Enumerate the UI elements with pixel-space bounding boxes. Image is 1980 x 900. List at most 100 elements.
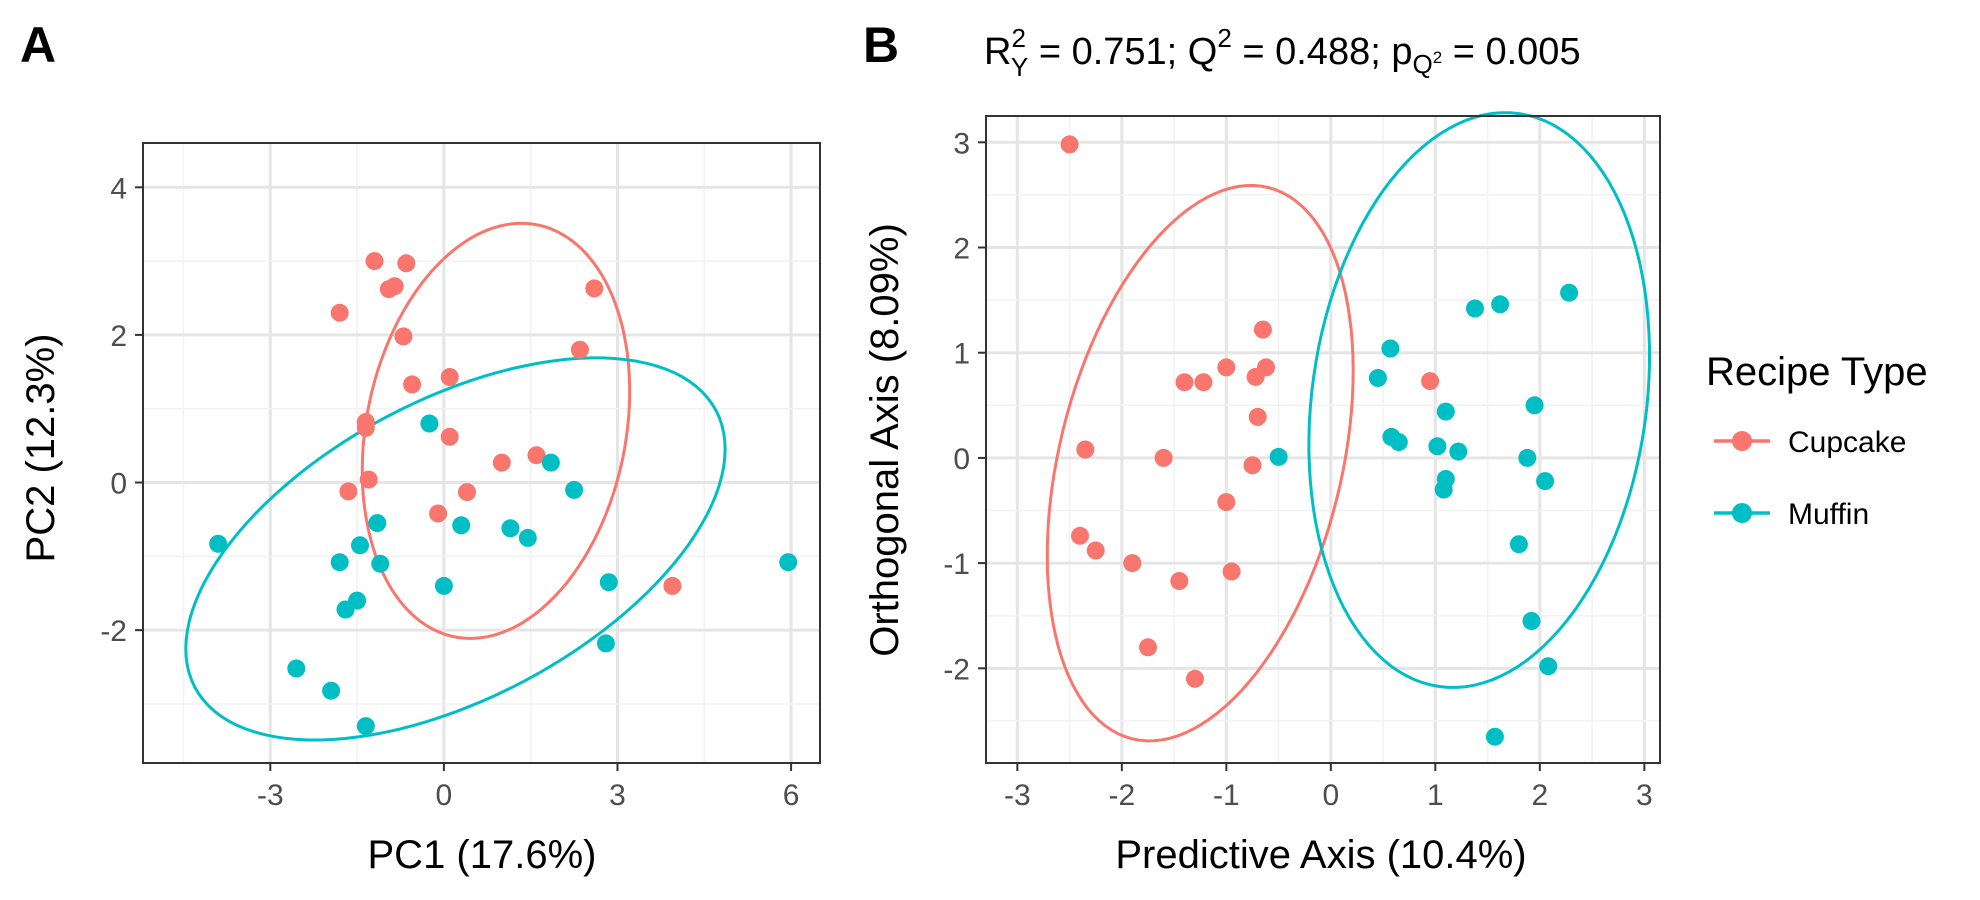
panel-b-point-cupcake bbox=[1253, 320, 1272, 339]
panel-b-x-tick-label: 0 bbox=[1322, 779, 1339, 812]
stats-p-sub-base: Q bbox=[1412, 49, 1432, 79]
panel-b-point-muffin bbox=[1466, 299, 1484, 318]
panel-b-point-cupcake bbox=[1243, 456, 1262, 475]
stats-p-sub-sup: 2 bbox=[1433, 48, 1442, 67]
panel-b-point-cupcake bbox=[1246, 367, 1265, 386]
stats-p-base: p bbox=[1391, 31, 1412, 73]
panel-b-point-muffin bbox=[1368, 369, 1387, 387]
panel-a-border bbox=[142, 142, 821, 764]
panel-b-x-tick-label: -2 bbox=[1109, 779, 1136, 812]
panel-b-grid bbox=[986, 116, 1660, 763]
stats-r-sup: 2 bbox=[1011, 23, 1025, 53]
panel-a-x-axis-title: PC1 (17.6%) bbox=[368, 833, 597, 877]
panel-b-letter: B bbox=[863, 17, 899, 73]
panel-b-point-muffin bbox=[1509, 535, 1528, 554]
panel-b-point-muffin bbox=[1269, 447, 1288, 466]
panel-b-points bbox=[1060, 135, 1579, 746]
panel-a-letter: A bbox=[20, 17, 56, 73]
panel-b-point-muffin bbox=[1389, 433, 1408, 452]
panel-b-point-muffin bbox=[1428, 437, 1447, 456]
panel-b-point-cupcake bbox=[1248, 407, 1267, 426]
panel-a-point-cupcake bbox=[585, 279, 604, 298]
panel-a-point-cupcake bbox=[570, 340, 589, 359]
panel-a-point-cupcake bbox=[356, 418, 375, 437]
panel-a-point-cupcake bbox=[458, 483, 476, 502]
panel-a-y-tick-label: 2 bbox=[110, 320, 127, 353]
legend-key-dot-cupcake bbox=[1732, 431, 1752, 451]
panel-a-ticks: -3 0 3 6 -2 0 2 4 bbox=[100, 172, 799, 812]
panel-a-x-tick-label: 0 bbox=[436, 779, 453, 812]
panel-a-point-muffin bbox=[452, 516, 471, 535]
legend-item-muffin: Muffin bbox=[1714, 498, 1869, 531]
panel-a-point-muffin bbox=[420, 414, 439, 433]
panel-b-point-cupcake bbox=[1170, 572, 1189, 590]
panel-a-grid bbox=[143, 143, 820, 763]
panel-b-point-cupcake bbox=[1060, 135, 1079, 154]
panel-b-point-cupcake bbox=[1217, 358, 1236, 377]
panel-a-point-muffin bbox=[779, 553, 798, 572]
panel-a-point-muffin bbox=[501, 519, 520, 538]
panel-a-x-tick-label: 6 bbox=[783, 779, 800, 812]
legend-label-muffin: Muffin bbox=[1788, 498, 1869, 531]
legend: Recipe Type Cupcake Muffin bbox=[1706, 350, 1928, 531]
legend-label-cupcake: Cupcake bbox=[1788, 426, 1906, 459]
panel-a-ellipses bbox=[184, 221, 727, 742]
panel-a-point-cupcake bbox=[440, 368, 459, 386]
panel-a-point-muffin bbox=[209, 534, 228, 553]
panel-b-point-cupcake bbox=[1194, 373, 1213, 392]
panel-b-point-muffin bbox=[1485, 727, 1504, 746]
panel-b-y-tick-label: 1 bbox=[953, 338, 970, 371]
panel-b-point-muffin bbox=[1381, 339, 1400, 358]
panel-b-point-cupcake bbox=[1123, 554, 1142, 573]
panel-a-point-muffin bbox=[541, 453, 560, 472]
panel-b-x-tick-label: 2 bbox=[1531, 779, 1548, 812]
panel-b-point-cupcake bbox=[1175, 373, 1194, 392]
panel-a-point-muffin bbox=[518, 528, 537, 547]
panel-b-point-cupcake bbox=[1217, 493, 1236, 512]
panel-a-point-cupcake bbox=[403, 375, 422, 394]
panel-b-ellipses bbox=[1045, 111, 1651, 743]
panel-b-point-cupcake bbox=[1186, 669, 1204, 688]
panel-a-point-muffin bbox=[596, 634, 615, 653]
panel-b-ticks: -3 -2 -1 0 1 2 3 -2 -1 0 1 2 3 bbox=[943, 127, 1652, 812]
panel-b-point-muffin bbox=[1522, 612, 1541, 630]
panel-a-y-tick-label: 0 bbox=[110, 468, 127, 501]
panel-b-point-muffin bbox=[1539, 657, 1558, 676]
panel-a-point-cupcake bbox=[663, 576, 682, 595]
panel-b-x-tick-label: -3 bbox=[1004, 779, 1031, 812]
panel-b-point-cupcake bbox=[1086, 541, 1105, 560]
panel-a-point-cupcake bbox=[429, 504, 448, 523]
stats-r-rest: = 0.751; bbox=[1028, 31, 1188, 73]
panel-b-point-cupcake bbox=[1222, 562, 1241, 581]
panel-a-point-cupcake bbox=[527, 446, 546, 465]
panel-a-point-muffin bbox=[368, 514, 387, 533]
panel-a-x-tick-label: 3 bbox=[609, 779, 626, 812]
panel-b-ellipse-muffin bbox=[1307, 111, 1651, 689]
panel-a-point-muffin bbox=[371, 554, 390, 573]
panel-b-y-tick-label: 3 bbox=[953, 127, 970, 160]
panel-b-point-muffin bbox=[1518, 448, 1537, 467]
panel-a-point-cupcake bbox=[379, 280, 398, 299]
panel-a-point-muffin bbox=[351, 536, 369, 555]
panel-b-point-cupcake bbox=[1071, 526, 1089, 545]
panel-b-point-muffin bbox=[1449, 442, 1468, 461]
panel-a-point-muffin bbox=[330, 553, 349, 572]
panel-b-point-muffin bbox=[1525, 396, 1544, 415]
stats-r-base: R bbox=[984, 31, 1011, 73]
panel-a-y-tick-label: 4 bbox=[110, 172, 127, 205]
panel-a-point-cupcake bbox=[492, 453, 511, 472]
panel-b-y-tick-label: -1 bbox=[943, 548, 970, 581]
panel-b-y-tick-label: 0 bbox=[953, 443, 970, 476]
panel-a: A -3 0 3 6 -2 0 2 4 PC1 (17.6%) PC2 (12.3%) bbox=[19, 17, 821, 877]
panel-b-point-muffin bbox=[1434, 480, 1453, 499]
panel-b-stats-title: R2 Y = 0.751; Q2 = 0.488; pQ2 = 0.005 bbox=[984, 23, 1581, 82]
panel-a-point-cupcake bbox=[397, 254, 416, 273]
panel-b-x-tick-label: -1 bbox=[1213, 779, 1240, 812]
panel-a-point-cupcake bbox=[365, 252, 384, 271]
panel-a-point-cupcake bbox=[359, 470, 378, 489]
panel-b: B R2 Y = 0.751; Q2 = 0.488; pQ2 = 0.005 -… bbox=[863, 17, 1661, 877]
panel-a-point-muffin bbox=[565, 480, 584, 499]
stats-q-sup: 2 bbox=[1217, 23, 1231, 53]
stats-q-base: Q bbox=[1188, 31, 1218, 73]
panel-b-point-cupcake bbox=[1076, 440, 1095, 459]
